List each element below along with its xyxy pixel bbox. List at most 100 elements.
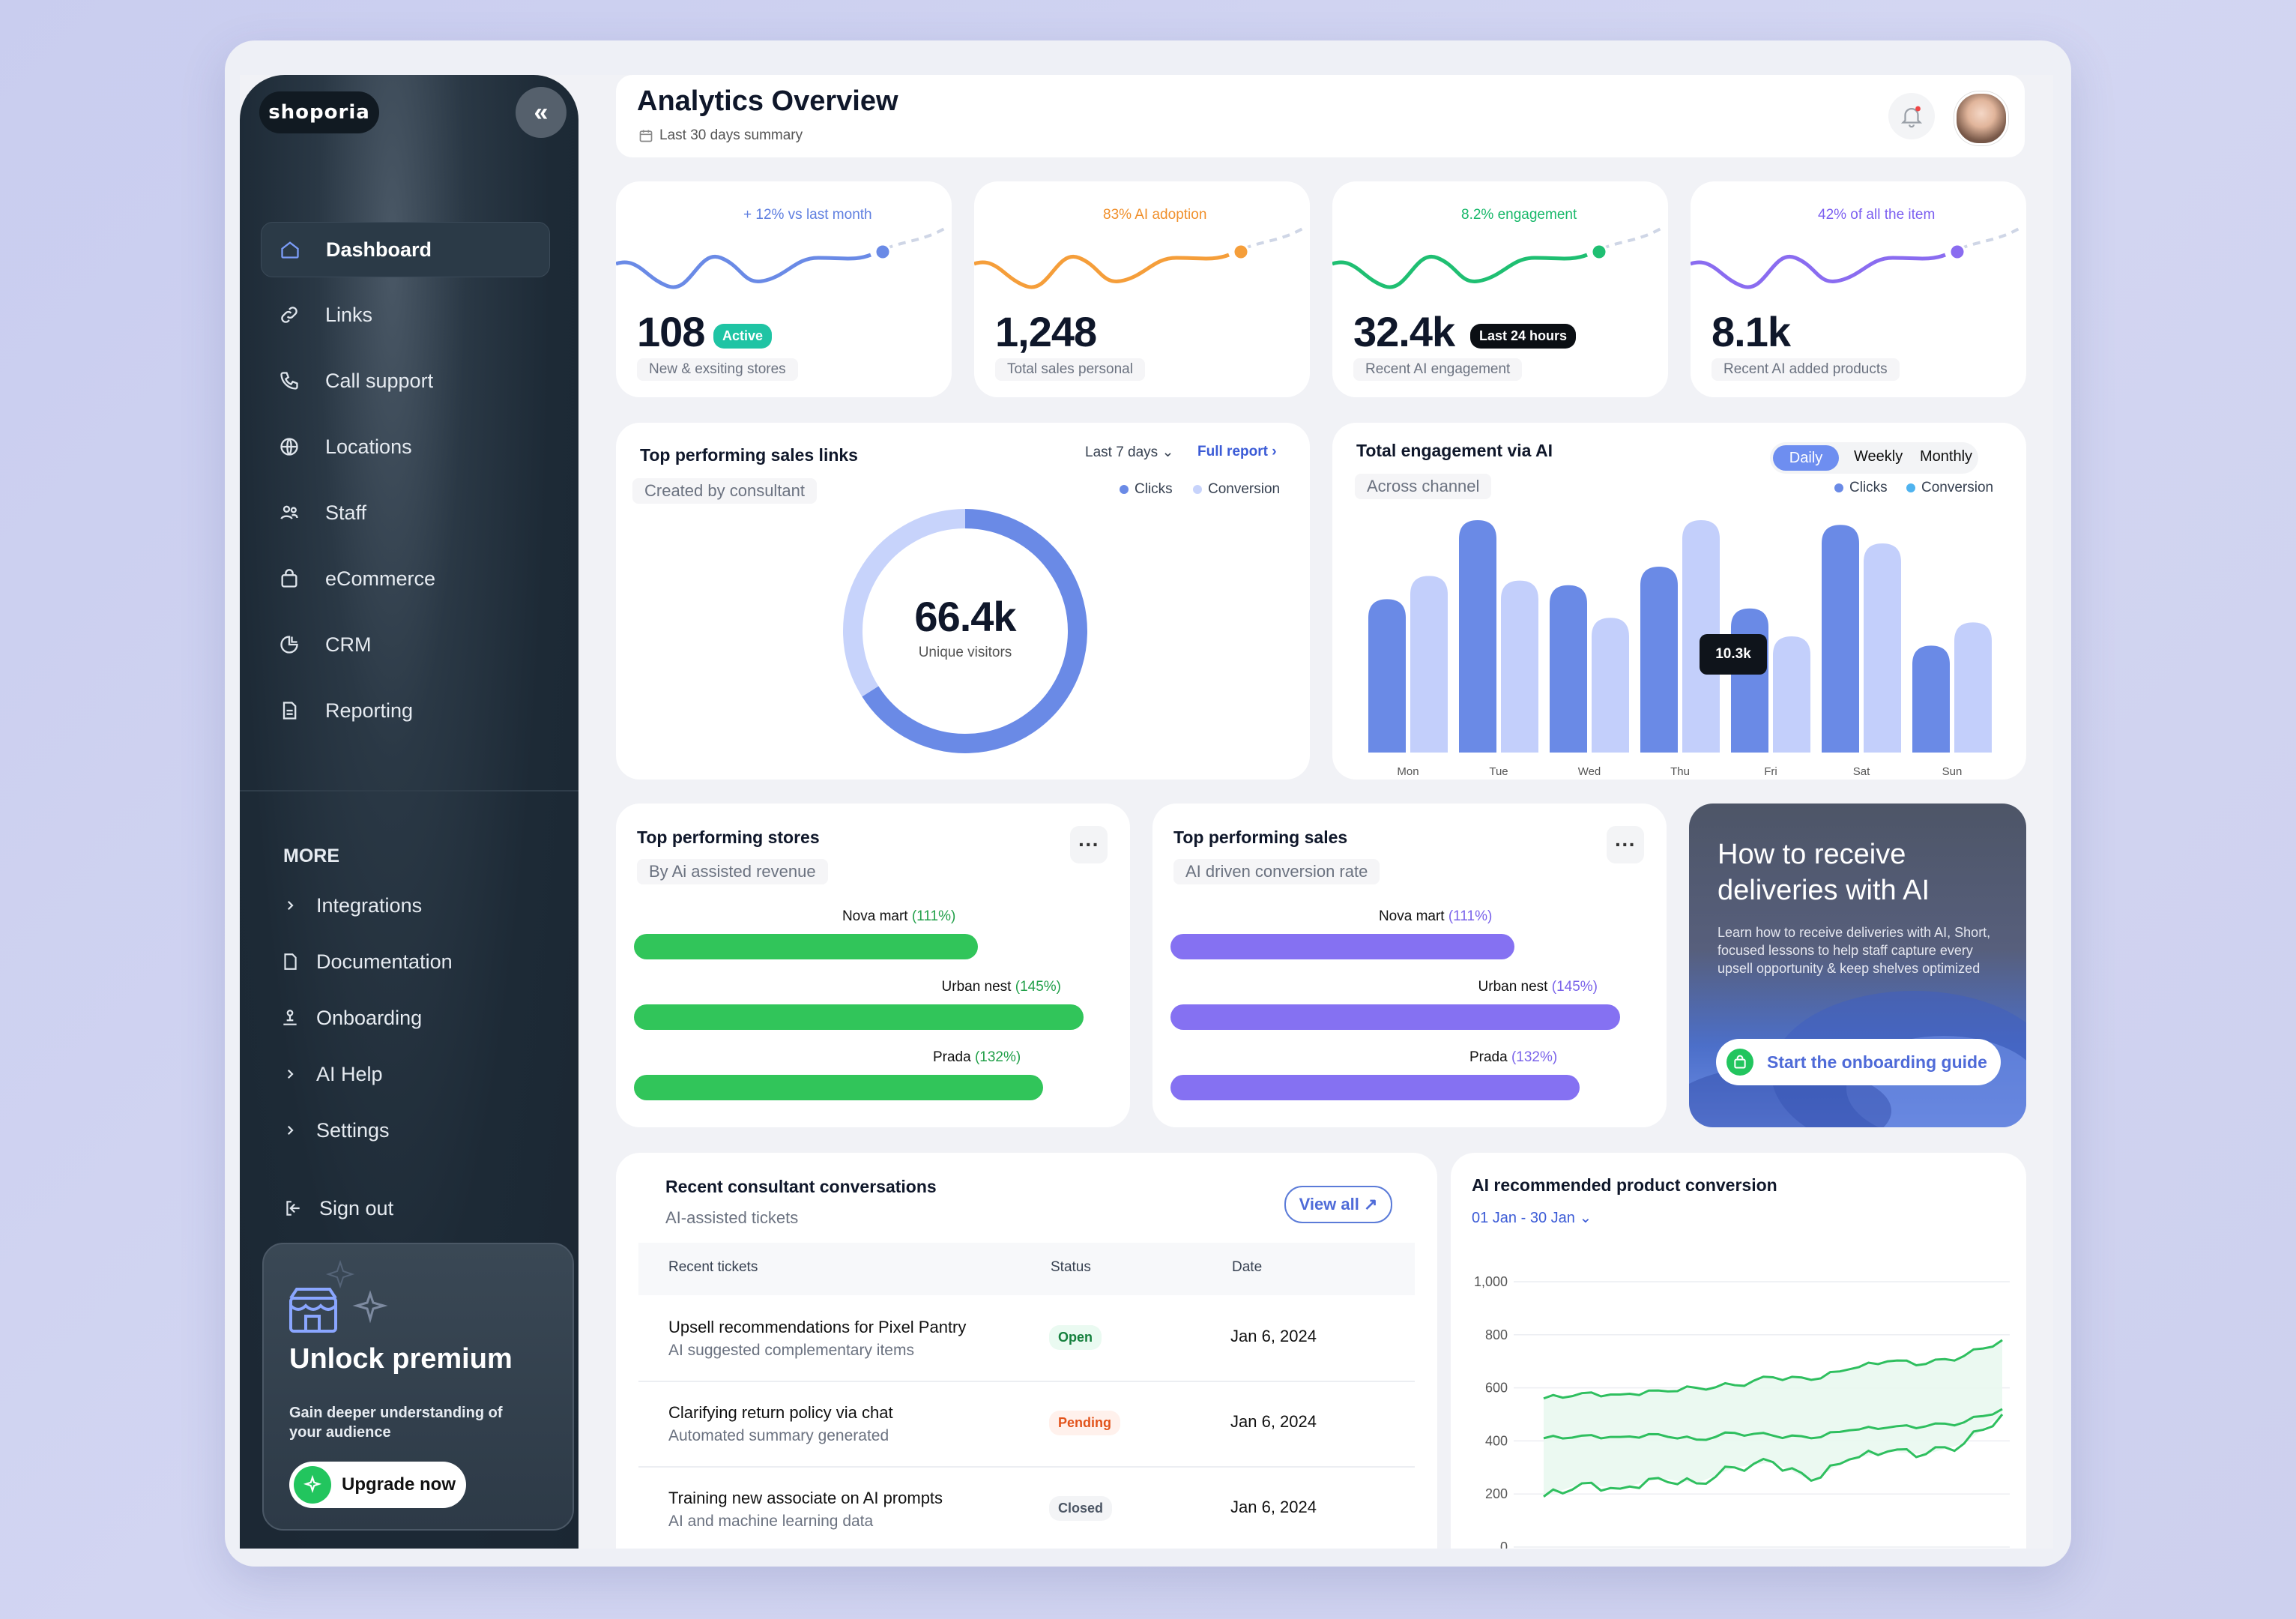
crm-icon — [279, 634, 309, 655]
collapse-sidebar-button[interactable]: « — [516, 87, 567, 138]
card-subtitle: Created by consultant — [632, 478, 818, 504]
tab-daily[interactable]: Daily — [1773, 445, 1839, 471]
date-range-dropdown[interactable]: 01 Jan - 30 Jan ⌄ — [1472, 1208, 1592, 1227]
sidebar-item-call-support[interactable]: Call support — [261, 354, 549, 408]
bar-nova-mart — [1170, 934, 1515, 959]
status-badge: Active — [713, 324, 773, 349]
bar-label-percent: (111%) — [911, 908, 956, 924]
sidebar-item-links[interactable]: Links — [261, 288, 549, 342]
view-all-button[interactable]: View all ↗ — [1284, 1186, 1392, 1223]
more-item-onboarding[interactable]: Onboarding — [279, 995, 422, 1040]
column-header[interactable]: Recent tickets — [668, 1259, 758, 1275]
ticket-date: Jan 6, 2024 — [1230, 1498, 1317, 1516]
premium-title: Unlock premium — [289, 1343, 513, 1375]
sidebar-item-ecommerce[interactable]: eCommerce — [261, 552, 549, 606]
more-item-settings[interactable]: Settings — [279, 1108, 390, 1153]
bar-conversion-mon — [1410, 576, 1448, 753]
more-item-integrations[interactable]: Integrations — [279, 883, 422, 928]
store-icon — [289, 1259, 388, 1333]
users-icon — [279, 502, 309, 523]
sidebar-item-dashboard[interactable]: Dashboard — [261, 222, 550, 277]
bar-clicks-wed — [1550, 585, 1587, 753]
bar-label: Prada (132%) — [1170, 1049, 1557, 1066]
bar-label-percent: (132%) — [974, 1049, 1021, 1065]
bar-conversion-sat — [1864, 543, 1901, 753]
card-title: Total engagement via AI — [1356, 441, 1553, 460]
column-header[interactable]: Date — [1232, 1259, 1263, 1275]
promo-title: How to receive deliveries with AI — [1718, 839, 1930, 906]
top-stores-card: Top performing stores By Ai assisted rev… — [616, 804, 1130, 1127]
upgrade-now-button[interactable]: Upgrade now — [289, 1462, 466, 1508]
more-item-ai-help[interactable]: AI Help — [279, 1052, 383, 1097]
chevron-right-icon: › — [1272, 444, 1277, 459]
stat-value: 108 — [637, 308, 705, 355]
card-subtitle: By Ai assisted revenue — [637, 859, 828, 884]
sidebar-item-crm[interactable]: CRM — [261, 618, 549, 672]
premium-text: Gain deeper understanding of your audien… — [289, 1405, 503, 1441]
more-item-label: AI Help — [316, 1062, 383, 1085]
stat-value: 8.1k — [1712, 308, 1791, 355]
stat-pill: 83% AI adoption — [1103, 207, 1207, 223]
upgrade-now-label: Upgrade now — [342, 1474, 456, 1495]
more-item-label: Settings — [316, 1118, 390, 1142]
stat-pill: 8.2% engagement — [1461, 207, 1577, 223]
globe-icon — [279, 436, 309, 457]
more-item-documentation[interactable]: Documentation — [279, 939, 453, 984]
page-subtitle: Last 30 days summary — [638, 127, 803, 144]
engagement-bar-chart: Mon Tue Wed Thu Fri Sat Sun — [1368, 520, 1992, 778]
bar-conversion-wed — [1592, 618, 1629, 753]
full-report-link[interactable]: Full report › — [1197, 444, 1277, 460]
sidebar-item-locations[interactable]: Locations — [261, 420, 549, 474]
avatar[interactable] — [1954, 91, 2008, 145]
sparkline — [974, 226, 1305, 289]
stat-label: Recent AI added products — [1712, 358, 1900, 381]
bag-icon — [279, 568, 309, 589]
tab-monthly[interactable]: Monthly — [1920, 448, 1973, 465]
y-tick-label: 400 — [1485, 1433, 1508, 1448]
conversations-card: Recent consultant conversations AI-assis… — [616, 1153, 1437, 1549]
stat-pill: + 12% vs last month — [743, 207, 872, 223]
bar-clicks-mon — [1368, 599, 1406, 753]
more-options-button[interactable]: ··· — [1070, 826, 1108, 863]
link-icon — [279, 304, 309, 325]
bar-label-percent: (132%) — [1511, 1049, 1558, 1065]
view-all-label: View all — [1299, 1195, 1359, 1214]
chevron-right-icon — [279, 899, 301, 912]
bar-label: Urban nest (145%) — [1170, 979, 1598, 995]
period-dropdown[interactable]: Last 7 days ⌄ — [1085, 444, 1173, 461]
column-header[interactable]: Status — [1051, 1259, 1091, 1275]
table-row[interactable]: Training new associate on AI prompts AI … — [638, 1466, 1415, 1549]
line-series-1 — [1543, 1339, 2003, 1400]
ticket-title: Clarifying return policy via chat — [668, 1403, 893, 1422]
sparkline — [616, 226, 947, 289]
bar-prada — [1170, 1075, 1580, 1100]
onboarding-promo-card: How to receive deliveries with AI Learn … — [1689, 804, 2026, 1127]
legend-label: Clicks — [1135, 481, 1173, 497]
tab-weekly[interactable]: Weekly — [1854, 448, 1903, 465]
y-tick-label: 200 — [1485, 1486, 1508, 1501]
table-row[interactable]: Clarifying return policy via chat Automa… — [638, 1381, 1415, 1468]
start-onboarding-label: Start the onboarding guide — [1767, 1052, 1987, 1072]
legend-dot — [1193, 485, 1202, 494]
bell-icon — [1900, 106, 1923, 128]
sidebar-item-staff[interactable]: Staff — [261, 486, 549, 540]
bar-nova-mart — [634, 934, 979, 959]
stat-value: 1,248 — [995, 308, 1097, 355]
y-tick-label: 1,000 — [1474, 1274, 1508, 1289]
more-options-button[interactable]: ··· — [1607, 826, 1644, 863]
notifications-button[interactable] — [1888, 93, 1935, 139]
start-onboarding-button[interactable]: Start the onboarding guide — [1716, 1039, 2001, 1085]
stat-value: 32.4k — [1353, 308, 1455, 355]
sign-out-button[interactable]: Sign out — [282, 1186, 393, 1231]
legend-label: Clicks — [1849, 480, 1888, 495]
period-tabs: Daily Weekly Monthly — [1770, 442, 1978, 474]
more-section-title: MORE — [283, 845, 339, 866]
bar-label-name: Urban nest — [1478, 979, 1552, 995]
sidebar-item-reporting[interactable]: Reporting — [261, 684, 549, 738]
stat-label: New & exsiting stores — [637, 358, 798, 381]
table-row[interactable]: Upsell recommendations for Pixel Pantry … — [638, 1295, 1415, 1382]
bar-conversion-sun — [1954, 622, 1992, 753]
document-icon — [279, 952, 301, 971]
ticket-title: Upsell recommendations for Pixel Pantry — [668, 1318, 967, 1336]
page-header: Analytics Overview Last 30 days summary — [616, 75, 2025, 157]
